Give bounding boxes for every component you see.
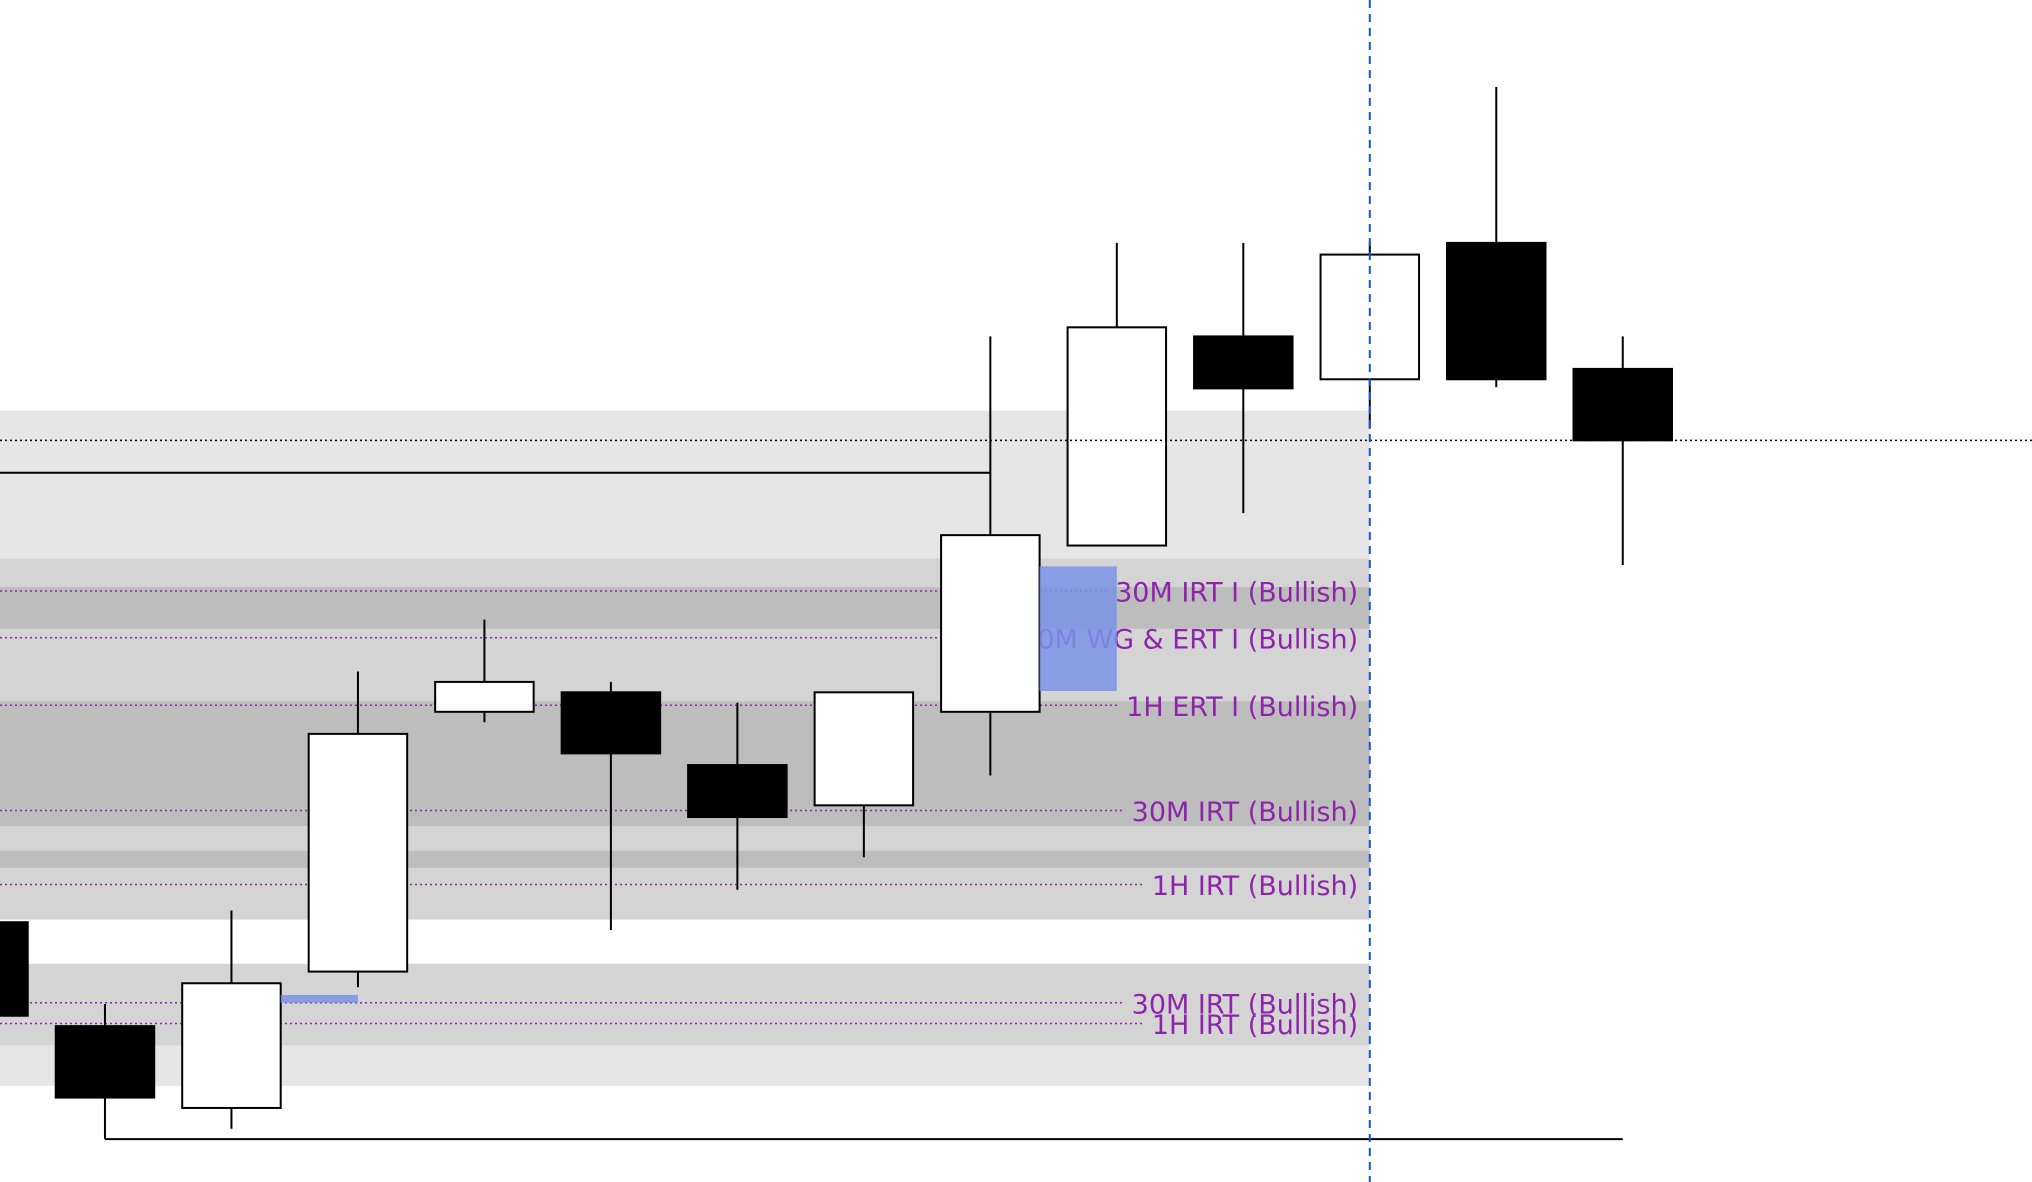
highlight-box [280, 994, 358, 1003]
level-label: 30M IRT (Bullish) [1132, 989, 1358, 1020]
level-label: 1H ERT I (Bullish) [1126, 692, 1358, 723]
zone [0, 850, 1370, 868]
candle-body [1446, 241, 1547, 381]
candle-body [940, 534, 1041, 713]
candle-body [687, 764, 788, 819]
candle-body [0, 921, 29, 1017]
candle-body [560, 691, 662, 755]
candle-body [54, 1025, 156, 1099]
level-label: 1H IRT (Bullish) [1152, 871, 1358, 902]
candle-body [1572, 367, 1673, 442]
candle-body [1193, 335, 1294, 390]
level-label: 1H IRT (Bullish) [1152, 1010, 1358, 1041]
candle-body [1066, 326, 1168, 547]
candle-body [307, 732, 409, 973]
candle-body [434, 680, 535, 713]
zone [0, 587, 1370, 629]
level-label: 30M IRT I (Bullish) [1115, 578, 1358, 609]
zone [0, 701, 1370, 827]
highlight-box [1039, 566, 1117, 692]
level-label: 30M IRT (Bullish) [1132, 797, 1358, 828]
candle-body [181, 982, 282, 1109]
candle-body [813, 691, 915, 807]
